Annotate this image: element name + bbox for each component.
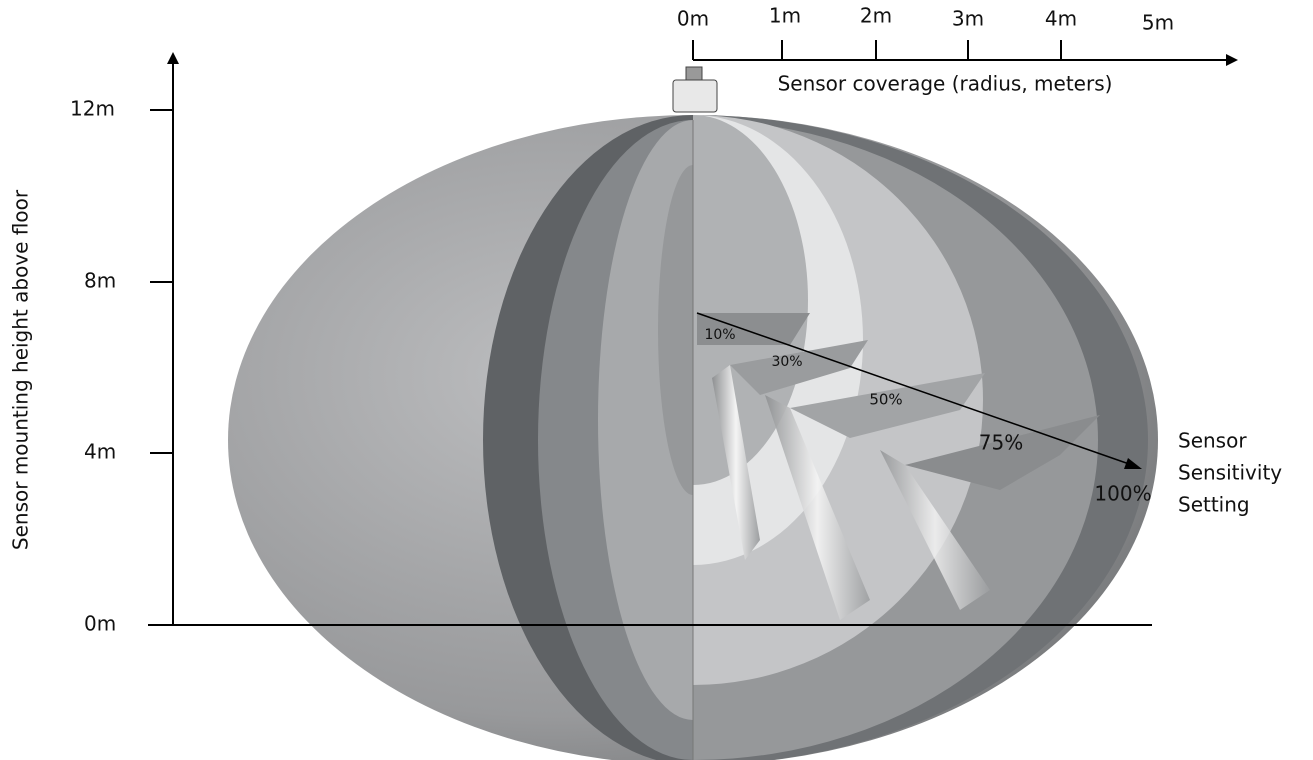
sensitivity-label: Sensitivity <box>1178 461 1282 485</box>
sensitivity-level: 75% <box>979 431 1023 455</box>
y-tick-label: 4m <box>84 440 116 464</box>
sensitivity-level: 50% <box>869 391 902 409</box>
horizontal-axis-label: Sensor coverage (radius, meters) <box>778 72 1113 96</box>
x-tick-label: 4m <box>1045 7 1077 31</box>
sensitivity-level: 30% <box>771 354 802 370</box>
sensitivity-arrow <box>696 312 1142 469</box>
coverage-shape <box>228 115 1158 760</box>
y-tick-label: 12m <box>70 97 115 121</box>
sensor-device <box>672 66 718 113</box>
y-tick-label: 0m <box>84 612 116 636</box>
y-tick-label: 8m <box>84 269 116 293</box>
x-tick-label: 2m <box>860 4 892 28</box>
x-tick-label: 3m <box>952 7 984 31</box>
x-tick-label: 1m <box>769 4 801 28</box>
sensitivity-label: Setting <box>1178 493 1250 517</box>
x-tick-label: 0m <box>677 7 709 31</box>
sensitivity-level: 100% <box>1094 482 1151 506</box>
x-tick-label: 5m <box>1142 11 1174 35</box>
axes <box>148 40 1238 626</box>
vertical-axis-label: Sensor mounting height above floor <box>9 189 33 550</box>
sensitivity-label: Sensor <box>1178 429 1247 453</box>
sensitivity-level: 10% <box>704 327 735 343</box>
